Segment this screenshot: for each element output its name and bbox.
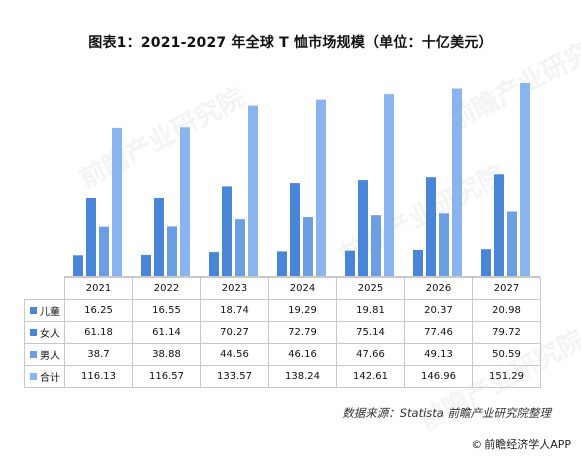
- bar-2021-男人: [99, 226, 109, 276]
- table-row: 男人 38.7 38.88 44.56 46.16 47.66 49.13 50.59: [24, 343, 541, 366]
- bar-2026-男人: [439, 213, 449, 276]
- year-tick-label: 2023: [200, 277, 269, 300]
- legend-label: 男人: [40, 351, 60, 362]
- table-cell: 19.81: [336, 299, 405, 322]
- bar-2021-合计: [112, 127, 122, 277]
- table-cell: 77.46: [404, 321, 473, 344]
- year-tick-label: 2022: [132, 277, 201, 300]
- table-cell: 61.18: [64, 321, 133, 344]
- table-cell: 146.96: [404, 365, 473, 388]
- bar-2024-合计: [316, 99, 326, 276]
- table-row: 女人 61.18 61.14 70.27 72.79 75.14 77.46 79.72: [24, 321, 541, 344]
- bar-2022-男人: [167, 226, 177, 276]
- legend-label: 儿童: [40, 307, 60, 318]
- bar-2025-男人: [371, 215, 381, 276]
- table-row: 合计 116.13 116.57 133.57 138.24 142.61 146.96 15…: [24, 365, 541, 388]
- year-tick-label: 2021: [64, 277, 133, 300]
- bar-2024-女人: [290, 183, 300, 276]
- year-tick-label: 2025: [336, 277, 405, 300]
- table-cell: 18.74: [200, 299, 269, 322]
- bar-2026-儿童: [413, 250, 423, 276]
- table-cell: 47.66: [336, 343, 405, 366]
- table-cell: 46.16: [268, 343, 337, 366]
- table-cell: 20.37: [404, 299, 473, 322]
- bar-2026-合计: [452, 88, 462, 276]
- legend-swatch: [30, 373, 37, 380]
- table-cell: 116.57: [132, 365, 201, 388]
- data-table: 2021 2022 2023 2024 2025 2026 2027 儿童 16.25 16.55…: [24, 277, 541, 388]
- table-cell: 50.59: [472, 343, 541, 366]
- table-corner: [24, 277, 65, 300]
- bar-2021-儿童: [73, 255, 83, 276]
- bar-2024-男人: [303, 217, 313, 276]
- legend-entry: 合计: [24, 365, 65, 388]
- bar-2027-合计: [520, 83, 530, 276]
- legend-swatch: [30, 329, 37, 336]
- table-cell: 142.61: [336, 365, 405, 388]
- bar-2025-女人: [358, 180, 368, 276]
- table-cell: 38.88: [132, 343, 201, 366]
- brand-label: © 前瞻经济学人APP: [471, 436, 571, 452]
- bar-2023-男人: [235, 219, 245, 276]
- table-cell: 116.13: [64, 365, 133, 388]
- table-cell: 49.13: [404, 343, 473, 366]
- bar-2026-女人: [426, 177, 436, 276]
- year-tick-label: 2027: [472, 277, 541, 300]
- table-cell: 44.56: [200, 343, 269, 366]
- table-cell: 75.14: [336, 321, 405, 344]
- legend-label: 女人: [40, 329, 60, 340]
- table-cell: 133.57: [200, 365, 269, 388]
- table-cell: 70.27: [200, 321, 269, 344]
- bar-2027-女人: [494, 174, 504, 276]
- bar-2023-合计: [248, 105, 258, 276]
- table-cell: 16.25: [64, 299, 133, 322]
- bar-2021-女人: [86, 198, 96, 276]
- year-tick-label: 2026: [404, 277, 473, 300]
- table-cell: 38.7: [64, 343, 133, 366]
- bar-2023-儿童: [209, 252, 219, 276]
- table-cell: 16.55: [132, 299, 201, 322]
- year-tick-label: 2024: [268, 277, 337, 300]
- table-cell: 138.24: [268, 365, 337, 388]
- bar-2023-女人: [222, 186, 232, 276]
- chart-title: 图表1：2021-2027 年全球 T 恤市场规模（单位：十亿美元）: [88, 35, 493, 51]
- table-cell: 61.14: [132, 321, 201, 344]
- source-note: 数据来源：Statista 前瞻产业研究院整理: [342, 406, 551, 420]
- bar-2025-儿童: [345, 250, 355, 276]
- table-cell: 72.79: [268, 321, 337, 344]
- legend-entry: 女人: [24, 321, 65, 344]
- bar-2025-合计: [384, 94, 394, 276]
- table-cell: 79.72: [472, 321, 541, 344]
- bar-2022-合计: [180, 127, 190, 276]
- bar-2022-女人: [154, 198, 164, 276]
- legend-entry: 儿童: [24, 299, 65, 322]
- bar-2027-男人: [507, 211, 517, 276]
- legend-swatch: [30, 307, 37, 314]
- table-header-row: 2021 2022 2023 2024 2025 2026 2027: [24, 277, 541, 300]
- bar-2022-儿童: [141, 254, 151, 276]
- table-cell: 20.98: [472, 299, 541, 322]
- table-row: 儿童 16.25 16.55 18.74 19.29 19.81 20.37 20.98: [24, 299, 541, 322]
- table-cell: 151.29: [472, 365, 541, 388]
- bar-2024-儿童: [277, 251, 287, 276]
- copyright-icon: ©: [471, 438, 483, 451]
- table-cell: 19.29: [268, 299, 337, 322]
- legend-label: 合计: [40, 373, 60, 384]
- legend-swatch: [30, 351, 37, 358]
- legend-entry: 男人: [24, 343, 65, 366]
- bar-2027-儿童: [481, 249, 491, 276]
- brand-text: 前瞻经济学人APP: [484, 438, 571, 451]
